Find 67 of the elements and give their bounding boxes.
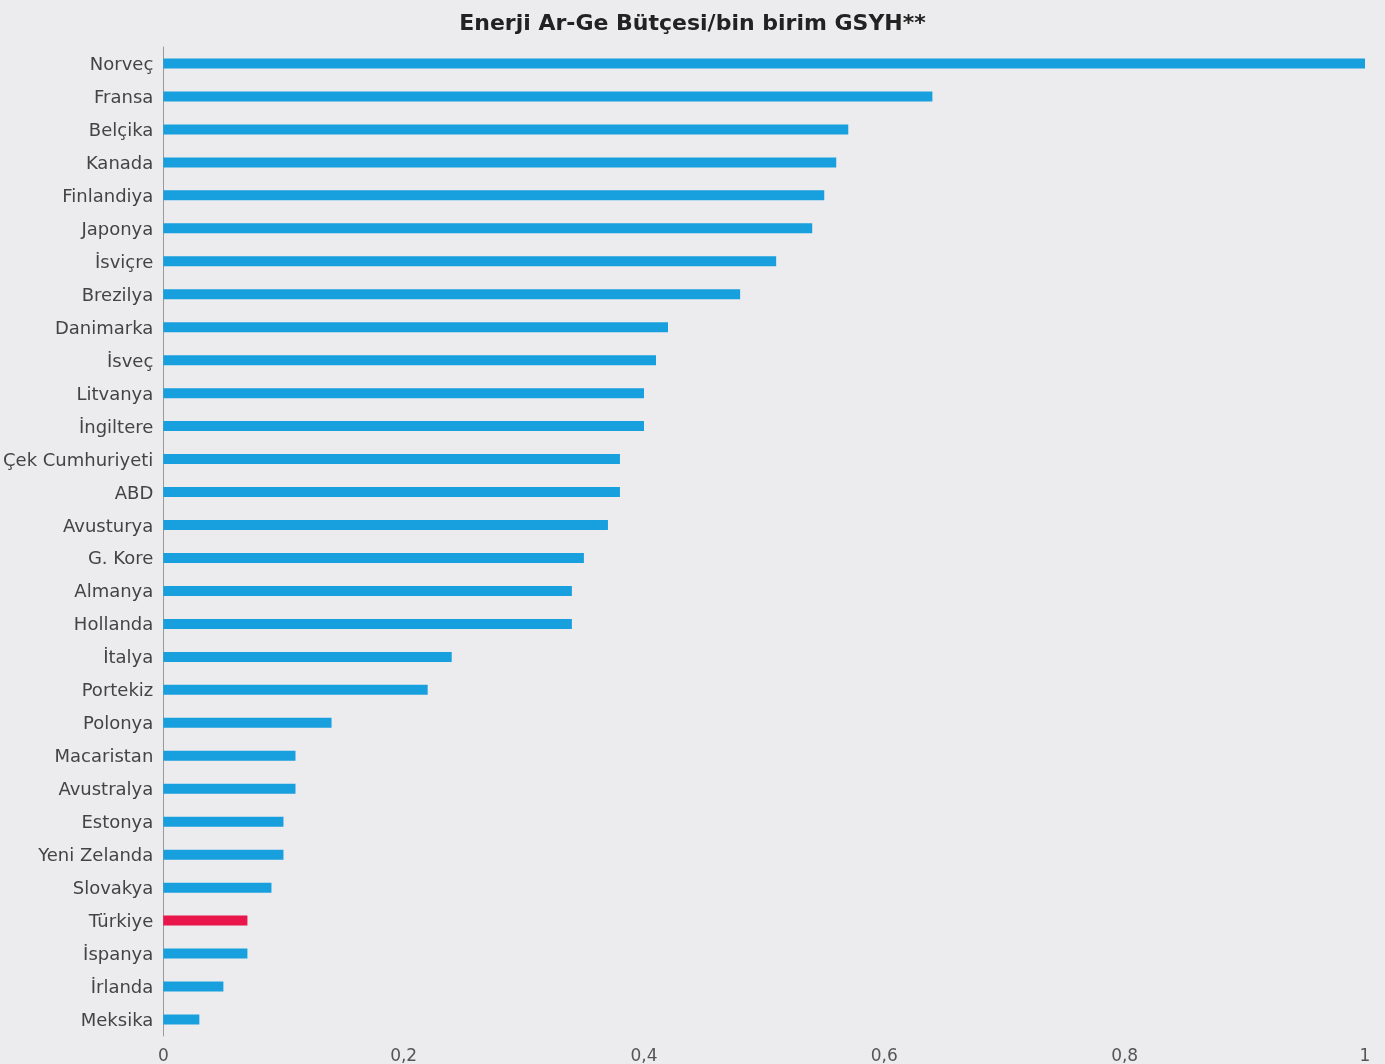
bar: [163, 520, 608, 531]
y-tick-label: İtalya: [103, 646, 154, 668]
bar: [163, 1014, 200, 1025]
bar: [163, 223, 813, 234]
bar: [163, 190, 825, 201]
bar: [163, 750, 296, 761]
bar: [163, 552, 584, 563]
y-tick-label: Macaristan: [54, 745, 154, 767]
bar: [163, 355, 656, 366]
x-tick-label: 0: [157, 1044, 169, 1064]
y-tick-label: İsveç: [106, 349, 154, 371]
bar: [163, 948, 248, 959]
y-tick-label: Slovakya: [72, 877, 154, 899]
y-tick-label: Estonya: [81, 811, 154, 833]
y-tick-label: Kanada: [85, 151, 154, 173]
bar: [163, 124, 849, 135]
y-tick-label: Brezilya: [81, 283, 154, 305]
y-tick-label: Avusturya: [63, 514, 154, 536]
bar: [163, 421, 644, 432]
bar: [163, 816, 284, 827]
x-tick-label: 0,4: [630, 1044, 658, 1064]
y-tick-label: Fransa: [94, 85, 154, 107]
bar: [163, 783, 296, 794]
y-tick-label: İspanya: [83, 943, 154, 965]
bar: [163, 454, 620, 465]
y-tick-label: Japonya: [80, 217, 154, 239]
y-tick-label: Yeni Zelanda: [37, 844, 154, 866]
y-tick-label: ABD: [114, 481, 154, 503]
y-tick-label: Finlandiya: [62, 184, 154, 206]
y-tick-label: Avustralya: [58, 778, 154, 800]
bar: [163, 684, 428, 695]
bar: [163, 322, 669, 333]
y-tick-label: Danimarka: [54, 316, 154, 338]
y-tick-label: Hollanda: [73, 613, 154, 635]
bar: [163, 289, 741, 300]
bar: [163, 651, 452, 662]
x-tick-label: 0,8: [1111, 1044, 1139, 1064]
x-tick-label: 1: [1359, 1044, 1371, 1064]
y-tick-label: İrlanda: [90, 976, 154, 998]
x-tick-label: 0,2: [390, 1044, 418, 1064]
x-tick-label: 0,6: [870, 1044, 898, 1064]
y-tick-label: Polonya: [82, 712, 154, 734]
bar: [163, 58, 1365, 69]
bar: [163, 256, 777, 267]
bar: [163, 91, 933, 102]
y-tick-label: Portekiz: [81, 679, 154, 701]
bar: [163, 157, 837, 168]
bar: [163, 585, 572, 596]
bar: [163, 981, 224, 992]
y-tick-label: Litvanya: [76, 382, 154, 404]
chart-title: Enerji Ar-Ge Bütçesi/bin birim GSYH**: [459, 9, 927, 35]
y-tick-label: Norveç: [89, 52, 154, 74]
y-tick-label: G. Kore: [87, 547, 154, 569]
bar: [163, 618, 572, 629]
y-tick-label: Meksika: [80, 1009, 154, 1031]
bar: [163, 849, 284, 860]
bar: [163, 915, 248, 926]
y-tick-label: Belçika: [88, 118, 154, 140]
y-tick-label: İngiltere: [78, 415, 154, 437]
y-tick-label: Türkiye: [87, 910, 154, 932]
bar: [163, 487, 620, 498]
y-tick-label: Çek Cumhuriyeti: [2, 448, 154, 470]
bar: [163, 388, 644, 399]
bar: [163, 882, 272, 893]
y-tick-label: İsviçre: [94, 250, 154, 272]
bar: [163, 717, 332, 728]
y-tick-label: Almanya: [74, 580, 154, 602]
